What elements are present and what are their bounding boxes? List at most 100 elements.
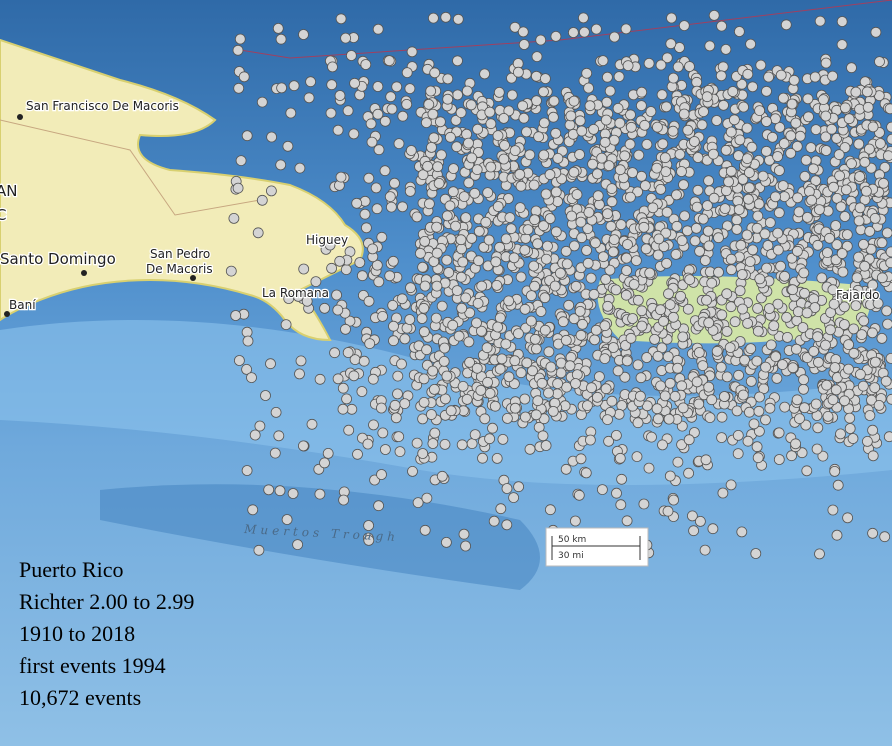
event-marker [542, 240, 553, 252]
event-marker [509, 402, 521, 414]
event-marker [338, 494, 350, 506]
event-marker [331, 289, 343, 301]
event-marker [560, 245, 572, 257]
event-marker [604, 85, 616, 97]
event-marker [583, 82, 594, 94]
event-marker [575, 216, 587, 228]
event-marker [538, 220, 549, 232]
event-marker [741, 229, 753, 241]
event-marker [881, 305, 892, 317]
event-marker [539, 324, 551, 336]
event-marker [614, 164, 626, 176]
event-marker [774, 165, 785, 176]
event-marker [840, 184, 852, 196]
place-dot [81, 270, 87, 276]
event-marker [476, 280, 488, 292]
event-marker [418, 302, 430, 314]
event-marker [463, 336, 475, 348]
event-marker [683, 467, 694, 479]
event-marker [358, 355, 370, 367]
event-marker [729, 114, 740, 126]
event-marker [836, 39, 848, 50]
event-marker [550, 226, 562, 238]
event-marker [850, 86, 862, 98]
event-marker [647, 202, 659, 214]
event-marker [452, 89, 464, 101]
event-marker [818, 94, 829, 105]
event-marker [659, 152, 671, 164]
event-marker [814, 548, 825, 560]
event-marker [785, 130, 797, 142]
event-marker [599, 353, 611, 365]
event-marker [748, 418, 760, 430]
event-marker [770, 351, 782, 363]
event-marker [703, 381, 715, 393]
event-marker [839, 142, 851, 153]
event-marker [254, 420, 266, 432]
event-marker [774, 122, 786, 133]
event-marker [752, 302, 763, 314]
event-marker [785, 147, 797, 159]
event-marker [376, 469, 387, 480]
event-marker [668, 311, 679, 323]
event-marker [737, 303, 748, 315]
event-marker [544, 213, 556, 224]
info-line: first events 1994 [19, 653, 166, 678]
event-marker [773, 454, 785, 465]
event-marker [737, 389, 749, 401]
event-marker [674, 148, 686, 160]
event-marker [657, 138, 669, 150]
event-marker [513, 66, 524, 78]
event-marker [501, 483, 513, 494]
event-marker [747, 81, 758, 93]
event-marker [883, 431, 892, 443]
event-marker [238, 71, 250, 83]
event-marker [477, 452, 488, 464]
event-marker [620, 23, 632, 35]
event-marker [576, 125, 588, 137]
event-marker [419, 280, 431, 292]
event-marker [428, 383, 440, 395]
event-marker [418, 373, 430, 385]
event-marker [228, 212, 240, 224]
event-marker [636, 86, 648, 98]
event-marker [418, 396, 430, 408]
event-marker [456, 243, 467, 255]
event-marker [550, 186, 562, 198]
event-marker [682, 303, 694, 315]
event-marker [780, 19, 792, 31]
event-marker [427, 12, 439, 24]
event-marker [765, 339, 777, 351]
event-marker [635, 372, 647, 384]
event-marker [632, 186, 643, 198]
event-marker [835, 428, 846, 440]
event-marker [750, 548, 762, 559]
event-marker [812, 331, 823, 343]
event-marker [625, 332, 637, 344]
event-marker [406, 46, 418, 58]
event-marker [786, 98, 798, 110]
event-marker [295, 355, 307, 367]
event-marker [429, 67, 441, 79]
event-marker [745, 375, 757, 387]
event-marker [505, 223, 517, 235]
event-marker [867, 527, 878, 539]
event-marker [457, 256, 469, 268]
event-marker [658, 241, 670, 253]
event-marker [535, 34, 547, 46]
event-marker [461, 85, 473, 97]
event-marker [767, 131, 778, 143]
event-marker [873, 399, 885, 411]
event-marker [440, 11, 452, 23]
event-marker [731, 223, 743, 235]
event-marker [834, 170, 845, 182]
event-marker [401, 99, 413, 110]
event-marker [688, 525, 699, 537]
event-marker [418, 326, 430, 338]
event-marker [662, 505, 674, 517]
event-marker [613, 71, 625, 82]
event-marker [281, 514, 293, 525]
event-marker [678, 20, 690, 32]
place-label: Higuey [306, 233, 348, 247]
scale-box [545, 527, 649, 567]
